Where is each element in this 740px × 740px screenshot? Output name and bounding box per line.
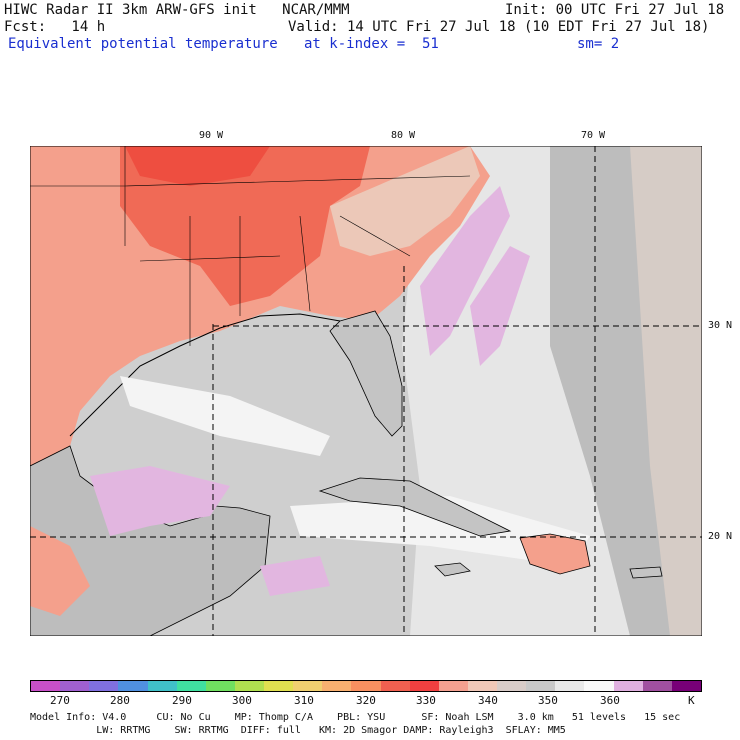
level-info: at k-index = 51	[304, 36, 439, 52]
us-land-hottest	[125, 146, 270, 186]
colorbar-swatch	[264, 681, 294, 691]
southeast-tan	[330, 146, 480, 256]
colorbar-swatch	[584, 681, 614, 691]
colorbar-swatch	[351, 681, 381, 691]
colorbar-tick-label: 290	[172, 694, 192, 707]
purple-swath-atlantic-1	[420, 186, 510, 356]
plot-title: HIWC Radar II 3km ARW-GFS init NCAR/MMM	[4, 2, 350, 18]
colorbar-swatch	[526, 681, 556, 691]
purple-swath-atlantic-2	[470, 246, 530, 366]
colorbar-swatch	[205, 681, 235, 691]
colorbar-swatch	[671, 681, 701, 691]
init-time: Init: 00 UTC Fri 27 Jul 18	[505, 2, 725, 18]
colorbar-swatch	[409, 681, 439, 691]
valid-time: Valid: 14 UTC Fri 27 Jul 18 (10 EDT Fri …	[288, 19, 710, 35]
colorbar-tick-label: 300	[232, 694, 252, 707]
colorbar-swatch	[31, 681, 61, 691]
jamaica	[434, 562, 471, 577]
colorbar-swatch	[118, 681, 148, 691]
colorbar-swatch	[293, 681, 323, 691]
colorbar-tick-label: 350	[538, 694, 558, 707]
colorbar-tick-label: 360	[600, 694, 620, 707]
colorbar-tick-label: 280	[110, 694, 130, 707]
lat-label-30n: 30 N	[708, 320, 733, 331]
colorbar-swatch	[322, 681, 352, 691]
colorbar-tick-label: 340	[478, 694, 498, 707]
colorbar-tick-label: 270	[50, 694, 70, 707]
purple-swath-caribbean	[260, 556, 330, 596]
colorbar-swatch	[438, 681, 468, 691]
white-band-gulf	[120, 376, 330, 456]
hispaniola	[519, 533, 591, 575]
forecast-hour: Fcst: 14 h	[4, 19, 106, 35]
gulf-coastline	[69, 313, 341, 437]
purple-swath-gulf	[90, 466, 230, 536]
smoothing-info: sm= 2	[577, 36, 620, 52]
colorbar-tick-label: 330	[416, 694, 436, 707]
colorbar-swatch	[234, 681, 264, 691]
lat-lon-grid	[30, 146, 702, 636]
colorbar	[30, 680, 702, 692]
colorbar-swatch	[467, 681, 497, 691]
model-info-line1: Model Info: V4.0 CU: No Cu MP: Thomp C/A…	[30, 712, 681, 723]
theta-e-map	[30, 146, 702, 636]
puerto-rico	[629, 566, 663, 579]
colorbar-tick-label: 320	[356, 694, 376, 707]
white-band-caribbean	[290, 496, 590, 566]
colorbar-swatch	[60, 681, 90, 691]
mexico	[30, 445, 271, 636]
us-land-hot	[120, 146, 370, 306]
florida	[329, 310, 403, 437]
lat-label-20n: 20 N	[708, 531, 733, 542]
colorbar-swatch	[89, 681, 119, 691]
state-boundaries	[30, 146, 471, 346]
colorbar-swatch	[497, 681, 527, 691]
colorbar-tick-label: K	[688, 694, 695, 707]
lon-label-80w: 80 W	[391, 130, 416, 141]
colorbar-swatch	[176, 681, 206, 691]
colorbar-swatch	[555, 681, 585, 691]
atlantic-tan-band	[630, 146, 702, 636]
mexico-warm-patch	[30, 526, 90, 616]
colorbar-swatch	[613, 681, 643, 691]
lon-label-90w: 90 W	[199, 130, 224, 141]
field-name: Equivalent potential temperature	[8, 36, 278, 52]
cuba	[318, 477, 512, 537]
colorbar-swatch	[147, 681, 177, 691]
colorbar-tick-label: 310	[294, 694, 314, 707]
model-info-line2: LW: RRTMG SW: RRTMG DIFF: full KM: 2D Sm…	[30, 725, 566, 736]
colorbar-swatch	[380, 681, 410, 691]
colorbar-swatch	[642, 681, 672, 691]
lon-label-70w: 70 W	[581, 130, 606, 141]
